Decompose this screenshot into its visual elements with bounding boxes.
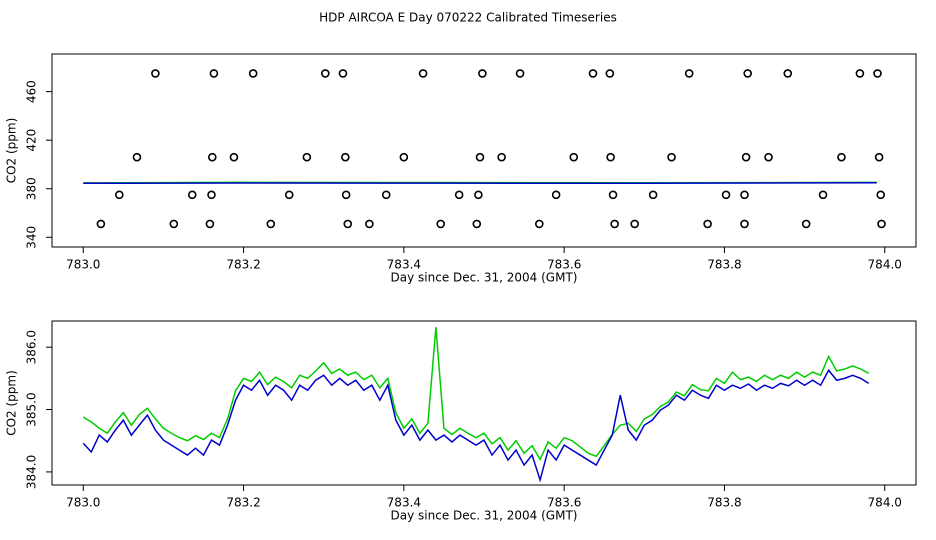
point [608, 190, 618, 200]
point [874, 152, 884, 162]
point [740, 219, 749, 229]
x-tick-label: 783.6 [547, 258, 581, 272]
point [740, 190, 749, 200]
x-axis-label: Day since Dec. 31, 2004 (GMT) [391, 509, 578, 523]
point [764, 152, 773, 162]
point [474, 190, 483, 200]
point [472, 219, 482, 229]
point [248, 69, 258, 78]
point [302, 152, 312, 162]
point [338, 69, 348, 78]
x-tick-label: 783.8 [707, 496, 741, 510]
point [341, 190, 351, 200]
y-tick-label: 380 [25, 177, 39, 200]
point [284, 190, 294, 200]
point [321, 69, 330, 78]
x-tick-label: 784.0 [868, 496, 902, 510]
point [207, 190, 216, 200]
point [497, 152, 506, 162]
point [588, 69, 598, 78]
point [478, 69, 487, 78]
y-tick-label: 460 [25, 80, 39, 103]
point [515, 69, 525, 78]
y-tick-label: 420 [25, 129, 39, 152]
point [132, 152, 142, 162]
point [610, 219, 619, 229]
point [436, 219, 446, 229]
point [381, 190, 391, 200]
point [343, 219, 353, 229]
point [365, 219, 374, 229]
y-tick-label: 340 [25, 226, 39, 249]
point [721, 190, 731, 200]
point [605, 69, 615, 78]
point [535, 219, 544, 229]
x-tick-label: 783.8 [707, 258, 741, 272]
point [630, 219, 639, 229]
y-axis-label: CO2 (ppm) [5, 118, 19, 184]
point [876, 190, 886, 200]
point [418, 69, 428, 78]
point [569, 152, 579, 162]
plot-area [82, 327, 870, 483]
point [818, 190, 828, 200]
point [783, 69, 793, 78]
line [82, 368, 870, 483]
x-tick-label: 783.0 [66, 496, 100, 510]
y-tick-label: 384.0 [25, 455, 39, 489]
point [648, 190, 658, 200]
point [684, 69, 694, 78]
point [741, 152, 751, 162]
line [82, 327, 870, 462]
point [801, 219, 811, 229]
point [877, 219, 886, 229]
point [341, 152, 350, 162]
point [667, 152, 676, 162]
point [454, 190, 464, 200]
point [837, 152, 846, 162]
point [205, 219, 215, 229]
point [606, 152, 615, 162]
page-title: HDP AIRCOA E Day 070222 Calibrated Times… [319, 11, 617, 25]
y-tick-label: 386.0 [25, 330, 39, 364]
x-tick-label: 783.6 [547, 496, 581, 510]
x-tick-label: 783.2 [226, 258, 260, 272]
x-tick-label: 783.4 [387, 496, 421, 510]
plot-frame [51, 53, 917, 248]
point [207, 152, 217, 162]
point [873, 69, 882, 78]
point [855, 69, 865, 78]
plot-area [83, 69, 886, 229]
point [169, 219, 179, 229]
point [551, 190, 561, 200]
point [187, 190, 197, 200]
point [475, 152, 485, 162]
x-tick-label: 783.0 [66, 258, 100, 272]
point [115, 190, 124, 200]
point [743, 69, 752, 78]
point [703, 219, 712, 229]
plot-frame [51, 320, 917, 486]
x-tick-label: 784.0 [868, 258, 902, 272]
y-tick-label: 385.0 [25, 392, 39, 426]
x-tick-label: 783.2 [226, 496, 260, 510]
point [399, 152, 409, 162]
x-tick-label: 783.4 [387, 258, 421, 272]
point [229, 152, 239, 162]
x-axis-label: Day since Dec. 31, 2004 (GMT) [391, 271, 578, 285]
point [209, 69, 219, 78]
point [151, 69, 160, 78]
point [266, 219, 276, 229]
y-axis-label: CO2 (ppm) [5, 370, 19, 436]
point [96, 219, 106, 229]
